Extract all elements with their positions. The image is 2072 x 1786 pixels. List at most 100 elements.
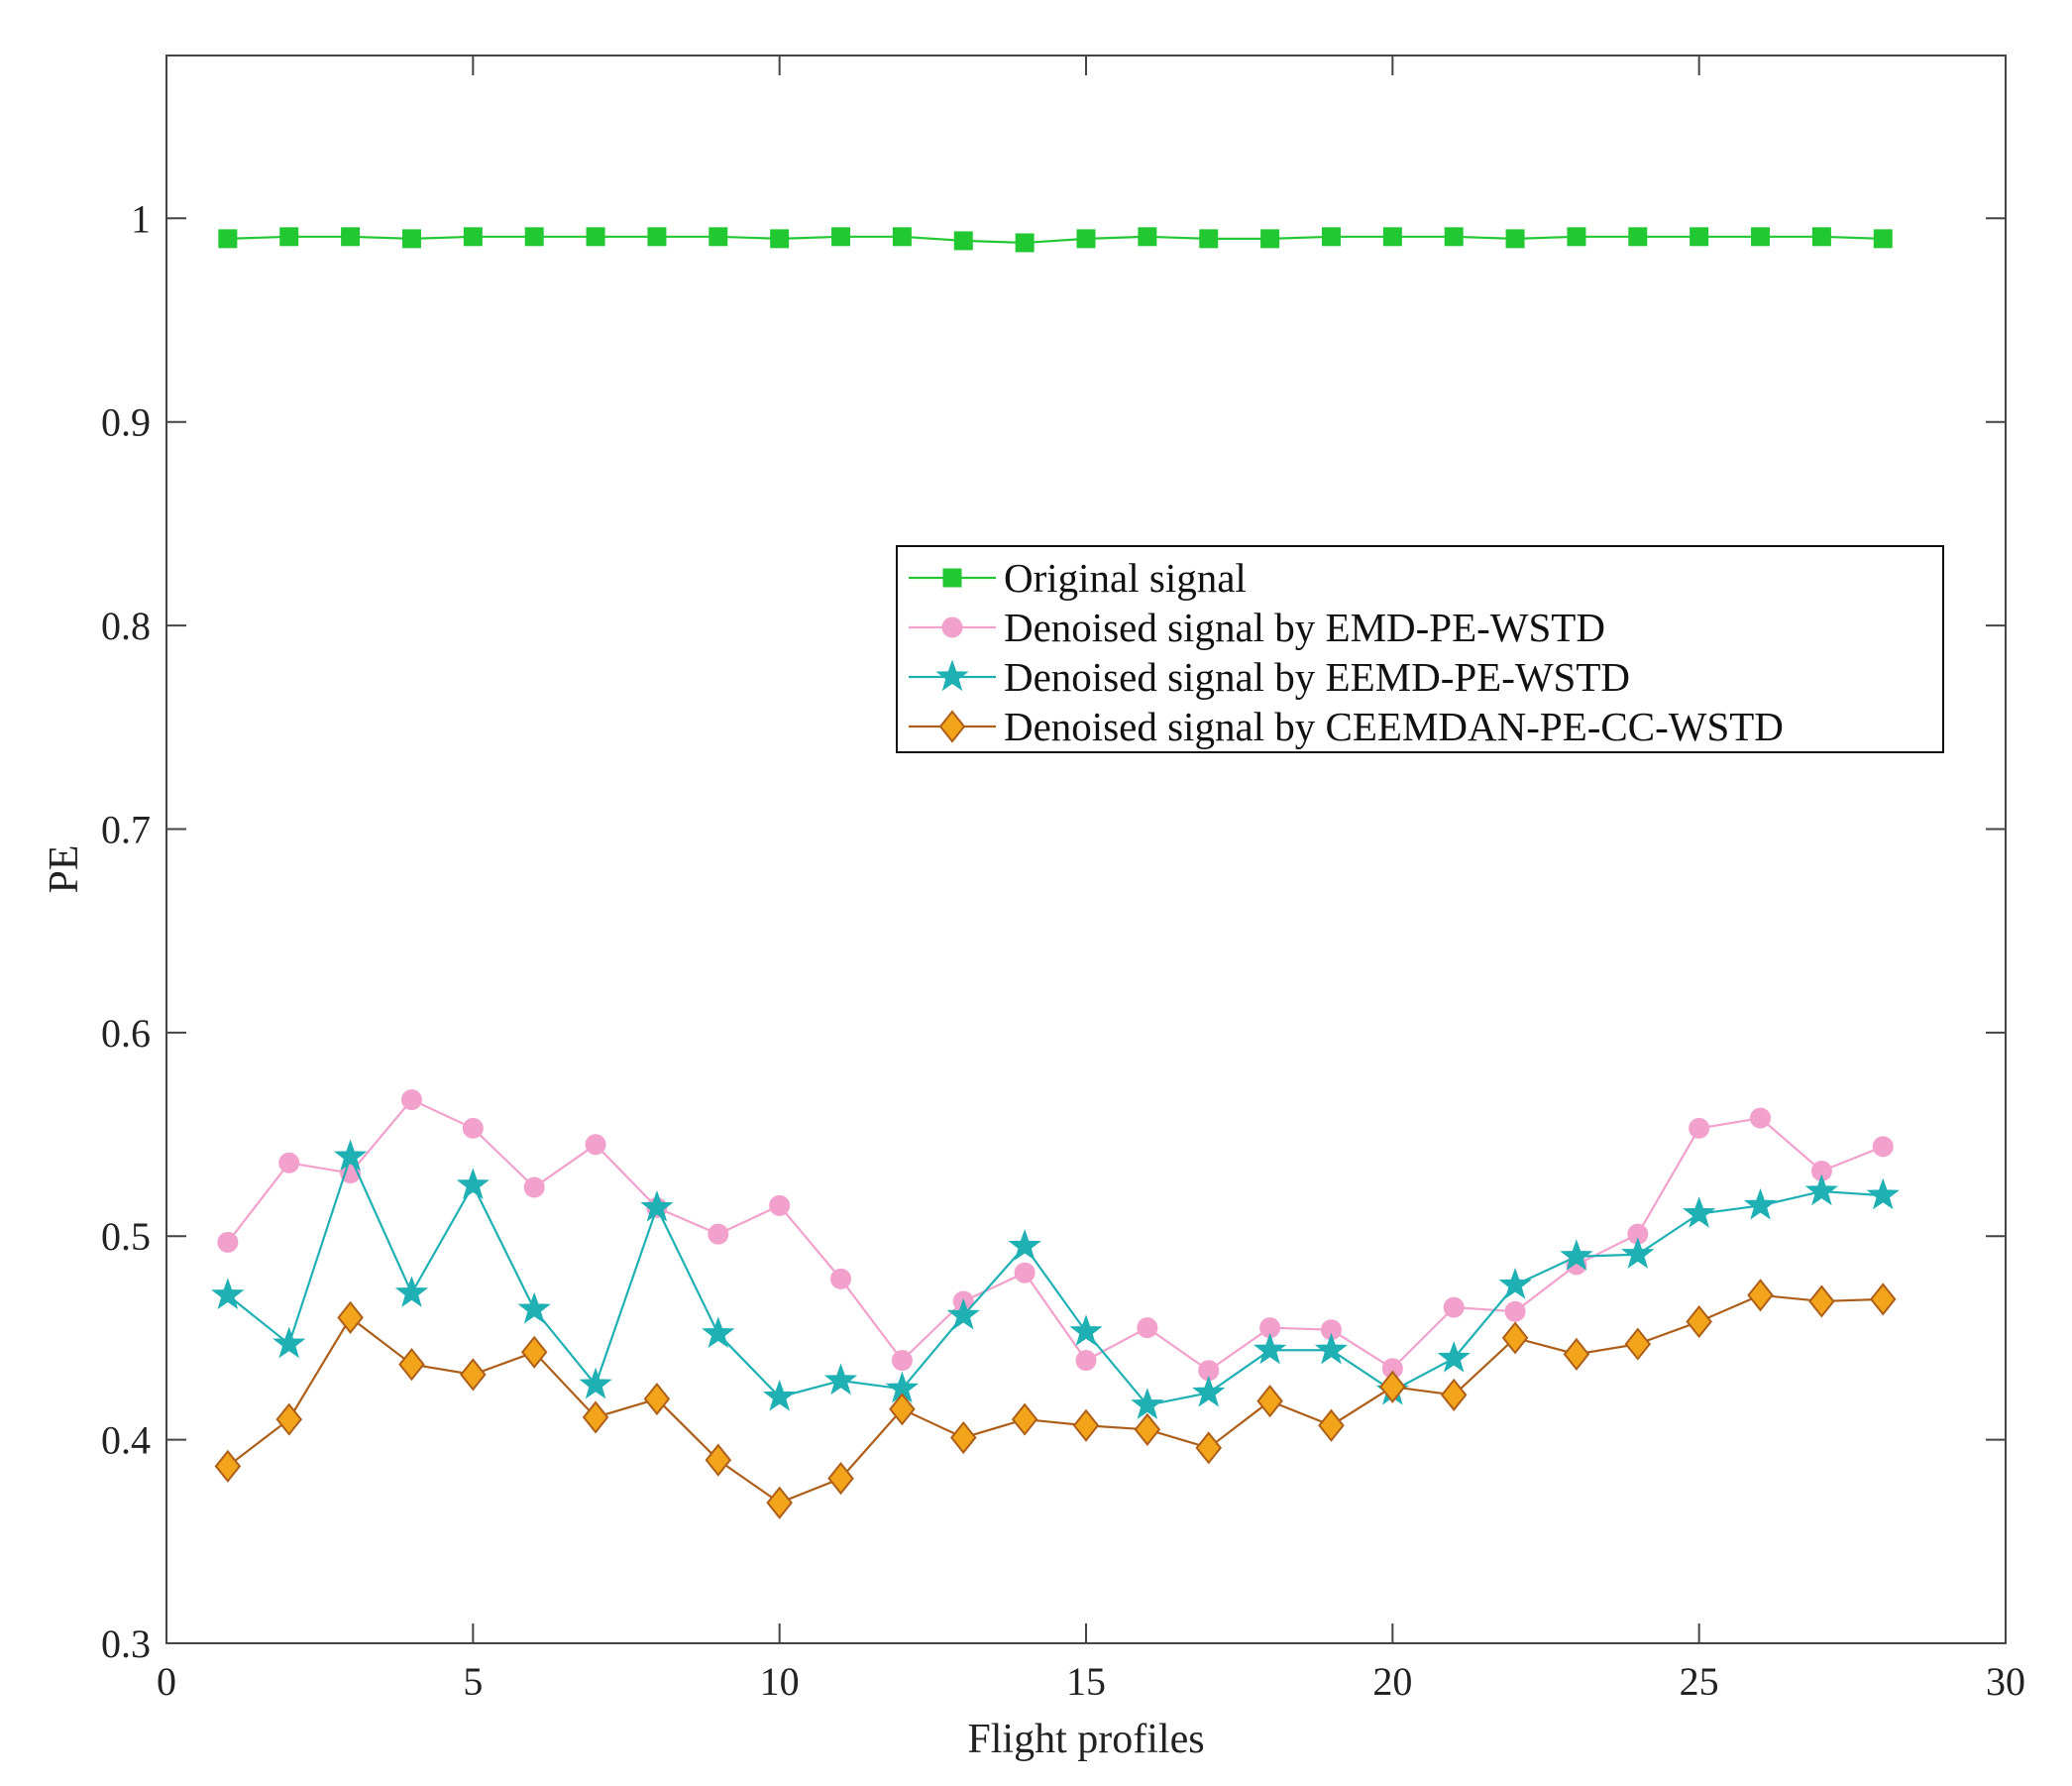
data-point [394, 1276, 429, 1307]
data-point [1683, 1196, 1716, 1228]
data-point [1138, 227, 1157, 247]
data-point [400, 1089, 422, 1111]
data-point [643, 1382, 671, 1416]
data-point [523, 1176, 545, 1198]
data-point [1318, 1408, 1345, 1442]
series-line [227, 1293, 1884, 1505]
legend-marker [942, 568, 962, 588]
data-point [705, 1443, 732, 1477]
data-point [1321, 227, 1341, 247]
data-point [517, 1291, 551, 1324]
data-point [889, 1393, 916, 1426]
data-point [1076, 229, 1096, 249]
data-point [1014, 1262, 1036, 1284]
x-tick-label: 5 [463, 1659, 483, 1704]
data-point [1137, 1317, 1158, 1339]
data-point [891, 1350, 913, 1372]
data-point [1256, 1384, 1283, 1418]
series-2 [211, 1139, 1900, 1419]
data-point [640, 1189, 674, 1222]
data-point [211, 1278, 245, 1309]
data-point [1444, 227, 1464, 247]
data-point [279, 227, 299, 247]
data-point [1437, 1340, 1471, 1373]
data-point [647, 227, 667, 247]
data-point [827, 1462, 854, 1496]
data-point [273, 1326, 306, 1359]
data-point [337, 1300, 364, 1334]
series-line [226, 1098, 1884, 1373]
legend-label: Original signal [1004, 555, 1247, 601]
data-point [582, 1400, 609, 1434]
data-point [1253, 1332, 1287, 1365]
data-point [1379, 1370, 1406, 1403]
data-point [217, 1231, 239, 1253]
data-point [1314, 1332, 1349, 1365]
data-point [1872, 1136, 1894, 1158]
data-point [463, 227, 483, 247]
data-point [1866, 1177, 1900, 1210]
data-point [1747, 1279, 1774, 1312]
x-tick-label: 30 [1986, 1659, 2025, 1704]
data-point [770, 229, 790, 249]
data-point [1743, 1187, 1778, 1220]
y-tick-label: 0.5 [101, 1214, 151, 1259]
data-point [1811, 227, 1831, 247]
data-point [1440, 1378, 1468, 1412]
data-point [1628, 227, 1648, 247]
legend-entry-3: Denoised signal by CEEMDAN-PE-CC-WSTD [909, 704, 1784, 749]
data-point [1443, 1296, 1465, 1318]
legend-entry-0: Original signal [909, 555, 1247, 601]
data-point [1501, 1321, 1529, 1355]
data-point [586, 227, 605, 247]
data-point [1624, 1327, 1652, 1361]
plot-frame [165, 55, 2007, 1644]
legend-box [896, 545, 1944, 753]
series-line [227, 1154, 1884, 1406]
data-point [341, 227, 361, 247]
data-point [1008, 1229, 1041, 1261]
data-point [769, 1194, 791, 1216]
data-point [763, 1379, 797, 1411]
legend-marker [935, 659, 969, 692]
x-axis-label: Flight profiles [967, 1717, 1204, 1762]
data-point [1563, 1337, 1590, 1371]
data-point [953, 231, 973, 251]
data-point [830, 1268, 852, 1289]
data-point [709, 227, 728, 247]
y-tick-label: 0.9 [101, 400, 151, 445]
plot-area [165, 55, 2007, 1644]
data-point [1131, 1388, 1164, 1419]
data-point [1069, 1314, 1103, 1346]
series-1 [217, 1089, 1894, 1382]
data-point [398, 1348, 425, 1382]
data-point [946, 1297, 980, 1330]
series-3 [214, 1279, 1897, 1519]
data-point [218, 229, 238, 249]
y-tick-label: 1 [131, 196, 151, 241]
data-point [1195, 1431, 1223, 1465]
legend-entry-2: Denoised signal by EEMD-PE-WSTD [909, 654, 1630, 700]
data-point [460, 1358, 487, 1392]
data-point [1015, 233, 1035, 253]
legend-marker [941, 616, 963, 638]
data-point [456, 1168, 490, 1200]
series-group [211, 227, 1900, 1519]
data-point [579, 1367, 612, 1399]
data-point [462, 1117, 484, 1139]
data-point [1621, 1237, 1655, 1269]
data-point [1134, 1412, 1161, 1446]
data-point [585, 1134, 606, 1156]
data-point [1560, 1239, 1593, 1271]
x-tick-label: 20 [1372, 1659, 1412, 1704]
data-point [1011, 1402, 1038, 1436]
axes: 0 5 10 15 20 25 30 0.3 0.4 0.5 0.6 0.7 0.8 0.9 1 Flight… [42, 56, 2025, 1762]
legend-entry-1: Denoised signal by EMD-PE-WSTD [909, 605, 1605, 650]
data-point [275, 1402, 303, 1436]
data-point [1505, 229, 1525, 249]
data-point [1075, 1350, 1097, 1372]
x-tick-label: 0 [157, 1659, 176, 1704]
data-point [1873, 229, 1893, 249]
